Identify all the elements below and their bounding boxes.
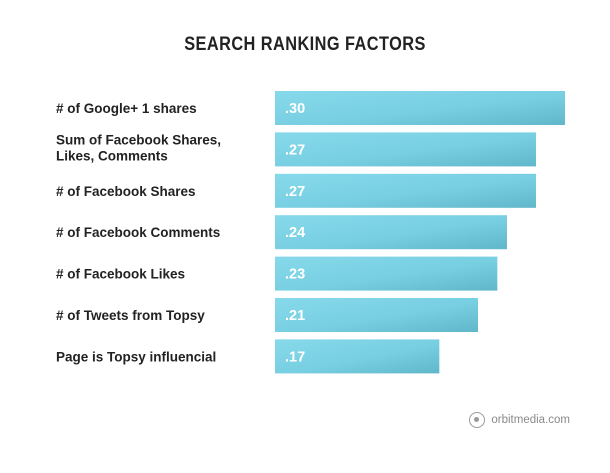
category-label-line: # of Facebook Comments — [56, 225, 220, 240]
bar-value-label-1: .30 — [285, 101, 305, 117]
bar-value-label-2: .27 — [285, 142, 305, 158]
category-label-1: # of Google+ 1 shares — [56, 101, 197, 116]
bar-2 — [275, 132, 536, 167]
bar-1 — [275, 91, 565, 125]
bar-3 — [275, 173, 536, 208]
brand-text: orbitmedia.com — [491, 414, 570, 426]
bar-6 — [275, 298, 478, 332]
category-label-4: # of Facebook Comments — [56, 225, 220, 240]
chart-title: SEARCH RANKING FACTORS — [184, 34, 426, 55]
bar-value-label-3: .27 — [285, 184, 305, 200]
category-label-line: # of Facebook Shares — [56, 184, 196, 199]
category-label-line: Sum of Facebook Shares, — [56, 132, 221, 147]
bar-5 — [275, 256, 498, 291]
bar-4 — [275, 215, 507, 250]
category-label-line: # of Google+ 1 shares — [56, 101, 197, 116]
category-label-7: Page is Topsy influencial — [56, 349, 216, 364]
bar-value-label-7: .17 — [285, 349, 305, 365]
bar-value-label-5: .23 — [285, 267, 305, 283]
bar-7 — [275, 339, 440, 374]
orbit-media-logo-icon — [469, 412, 486, 428]
category-label-line: # of Tweets from Topsy — [56, 308, 205, 323]
category-label-line: Likes, Comments — [56, 148, 168, 163]
bar-value-label-4: .24 — [285, 225, 305, 241]
bar-value-label-6: .21 — [285, 308, 305, 324]
category-label-3: # of Facebook Shares — [56, 184, 196, 199]
category-label-line: Page is Topsy influencial — [56, 349, 216, 364]
category-label-line: # of Facebook Likes — [56, 267, 185, 282]
brand-watermark: orbitmedia.com — [469, 412, 570, 428]
category-label-5: # of Facebook Likes — [56, 267, 185, 282]
category-label-2: Sum of Facebook Shares, Likes, Comments — [56, 132, 221, 163]
category-label-6: # of Tweets from Topsy — [56, 308, 205, 323]
